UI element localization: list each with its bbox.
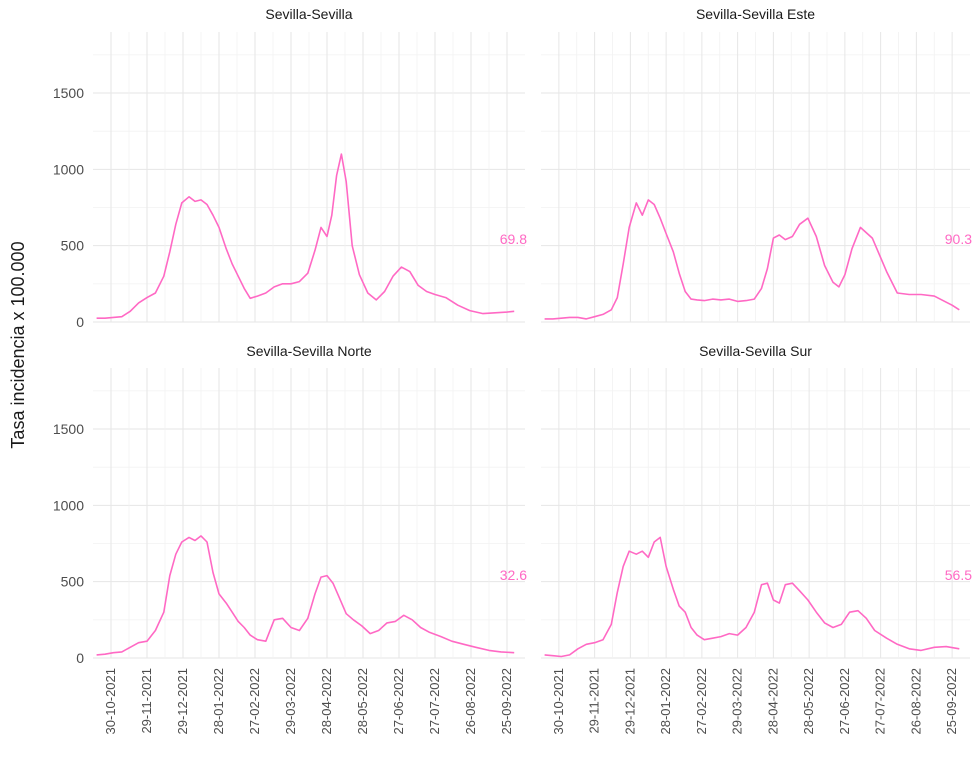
x-tick-label: 28-01-2022 xyxy=(658,668,673,735)
y-tick-label: 0 xyxy=(76,650,84,666)
x-tick-label: 25-09-2022 xyxy=(499,668,514,735)
x-tick-label: 28-04-2022 xyxy=(765,668,780,735)
panel-3: Sevilla-Sevilla Norte 0 500 1000 1500 30-10-2… xyxy=(53,343,527,735)
x-tick-label: 26-08-2022 xyxy=(908,668,923,735)
y-tick-label: 1500 xyxy=(53,421,84,437)
panel-title: Sevilla-Sevilla Norte xyxy=(246,343,371,359)
x-tick-label: 25-09-2022 xyxy=(944,668,959,735)
y-tick-label: 0 xyxy=(76,314,84,330)
y-tick-label: 1000 xyxy=(53,161,84,177)
y-tick-label: 500 xyxy=(61,238,85,254)
latest-value-label: 90.3 xyxy=(945,231,972,247)
y-tick-label: 1500 xyxy=(53,85,84,101)
y-tick-label: 500 xyxy=(61,574,85,590)
x-tick-label: 28-04-2022 xyxy=(319,668,334,735)
latest-value-label: 56.5 xyxy=(945,567,972,583)
series-line xyxy=(96,153,515,320)
series-line xyxy=(96,535,515,656)
latest-value-label: 32.6 xyxy=(500,567,527,583)
x-tick-label: 28-05-2022 xyxy=(801,668,816,735)
x-tick-label: 27-06-2022 xyxy=(391,668,406,735)
panel-2: Sevilla-Sevilla Este 90.3 xyxy=(541,6,972,323)
x-tick-label: 29-12-2021 xyxy=(175,668,190,735)
x-tick-label: 27-02-2022 xyxy=(247,668,262,735)
panel-title: Sevilla-Sevilla Este xyxy=(696,6,815,22)
x-tick-label: 29-03-2022 xyxy=(283,668,298,735)
latest-value-label: 69.8 xyxy=(500,231,527,247)
panel-title: Sevilla-Sevilla Sur xyxy=(699,343,812,359)
x-tick-label: 29-12-2021 xyxy=(622,668,637,735)
panel-4: Sevilla-Sevilla Sur 30-10-2021 29-11-2021 2… xyxy=(541,343,972,735)
panels: Sevilla-Sevilla05001000150069.8Sevilla-S… xyxy=(53,6,972,735)
y-tick-label: 1000 xyxy=(53,497,84,513)
panel-1: Sevilla-Sevilla 0 500 1000 1500 69.8 xyxy=(53,6,527,330)
panel-title: Sevilla-Sevilla xyxy=(265,6,352,22)
x-tick-label: 30-10-2021 xyxy=(103,668,118,735)
series-line xyxy=(544,199,960,320)
x-tick-label: 27-07-2022 xyxy=(873,668,888,735)
x-tick-label: 29-11-2021 xyxy=(139,668,154,734)
x-tick-label: 30-10-2021 xyxy=(551,668,566,735)
x-tick-label: 27-06-2022 xyxy=(837,668,852,735)
x-tick-label: 29-11-2021 xyxy=(587,668,602,734)
y-axis-label: Tasa incidencia x 100.000 xyxy=(8,241,28,448)
x-tick-label: 27-02-2022 xyxy=(694,668,709,735)
x-tick-label: 28-01-2022 xyxy=(211,668,226,735)
x-tick-label: 28-05-2022 xyxy=(355,668,370,735)
series-line xyxy=(544,536,960,658)
x-tick-label: 27-07-2022 xyxy=(427,668,442,735)
x-tick-label: 29-03-2022 xyxy=(730,668,745,735)
x-tick-label: 26-08-2022 xyxy=(463,668,478,735)
